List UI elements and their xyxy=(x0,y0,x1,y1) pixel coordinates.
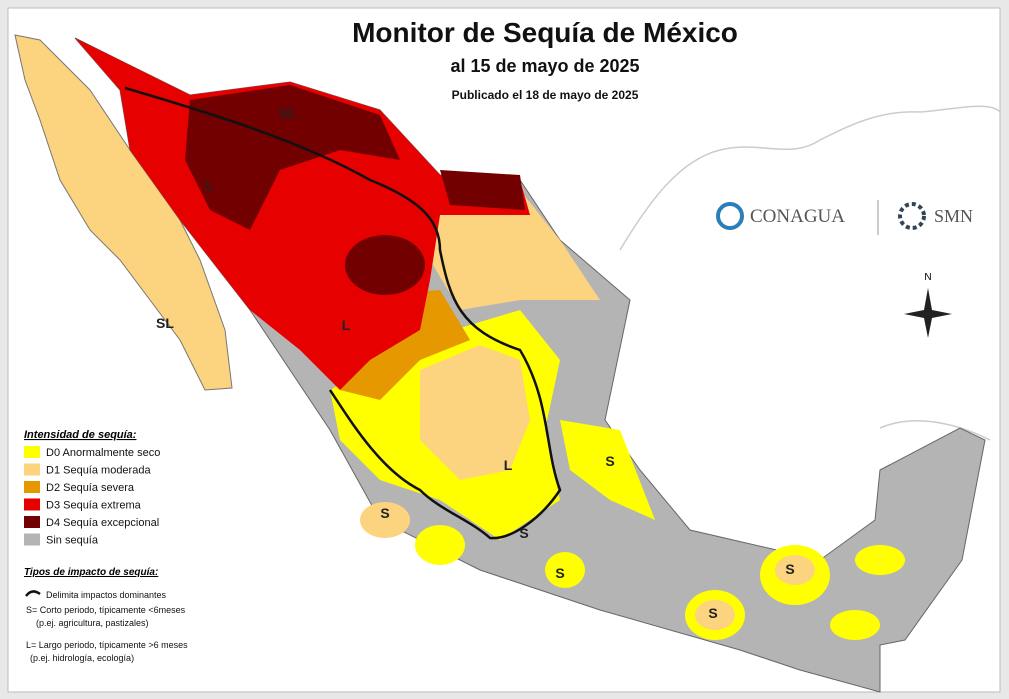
impact-long: L= Largo periodo, típicamente >6 meses xyxy=(26,640,188,650)
legend-label: D0 Anormalmente seco xyxy=(46,447,160,459)
legend-label: D1 Sequía moderada xyxy=(46,465,151,477)
map-label: S xyxy=(605,453,614,469)
legend-swatch xyxy=(24,533,40,546)
impact-boundary xyxy=(124,86,562,540)
conagua-logo: CONAGUA xyxy=(750,206,845,227)
subtitle: al 15 de mayo de 2025 xyxy=(450,56,639,76)
impact-line: Delimita impactos dominantes xyxy=(46,590,167,600)
d4-east xyxy=(440,170,525,210)
impact-line-symbol xyxy=(25,590,41,597)
legend-swatch xyxy=(24,481,40,493)
d1-center xyxy=(420,345,530,480)
legend: Intensidad de sequía: Tipos de impacto d… xyxy=(24,429,188,663)
compass-rose xyxy=(904,288,952,338)
map-label: SL xyxy=(279,105,297,121)
d0-south xyxy=(415,525,905,640)
d4-north xyxy=(185,85,400,230)
map-label: L xyxy=(206,177,215,193)
impact-short-example: (p.ej. agricultura, pastizales) xyxy=(36,618,149,628)
d1-northeast xyxy=(430,190,600,310)
legend-swatch xyxy=(24,446,40,458)
impact-title: Tipos de impacto de sequía: xyxy=(24,567,158,578)
smn-icon xyxy=(898,202,926,230)
impact-long-example: (p.ej. hidrología, ecología) xyxy=(30,653,134,663)
compass-north: N xyxy=(924,272,931,283)
conagua-icon xyxy=(716,202,744,230)
legend-swatch xyxy=(24,516,40,528)
map-label: S xyxy=(380,505,389,521)
d1-south xyxy=(360,502,815,630)
map-label: S xyxy=(785,561,794,577)
map-label: L xyxy=(342,317,351,333)
smn-logo: SMN xyxy=(934,206,973,226)
legend-label: D2 Sequía severa xyxy=(46,482,135,494)
d4-center xyxy=(345,235,425,295)
map-label: S xyxy=(708,605,717,621)
legend-swatch xyxy=(24,463,40,476)
legend-label: D3 Sequía extrema xyxy=(46,500,142,512)
d0-east xyxy=(560,420,655,520)
legend-swatch xyxy=(24,498,40,511)
title: Monitor de Sequía de México xyxy=(352,17,738,48)
map-label: S xyxy=(519,525,528,541)
published: Publicado el 18 de mayo de 2025 xyxy=(452,88,639,102)
legend-label: Sin sequía xyxy=(46,535,99,547)
map-label: SL xyxy=(156,315,174,331)
legend-label: D4 Sequía excepcional xyxy=(46,517,159,529)
map-label: S xyxy=(555,565,564,581)
legend-title: Intensidad de sequía: xyxy=(24,429,137,441)
cuba-coast xyxy=(879,420,991,441)
impact-short: S= Corto periodo, típicamente <6meses xyxy=(26,605,186,615)
us-coast xyxy=(619,105,1001,251)
map-label: L xyxy=(504,457,513,473)
baja-california xyxy=(14,34,233,391)
